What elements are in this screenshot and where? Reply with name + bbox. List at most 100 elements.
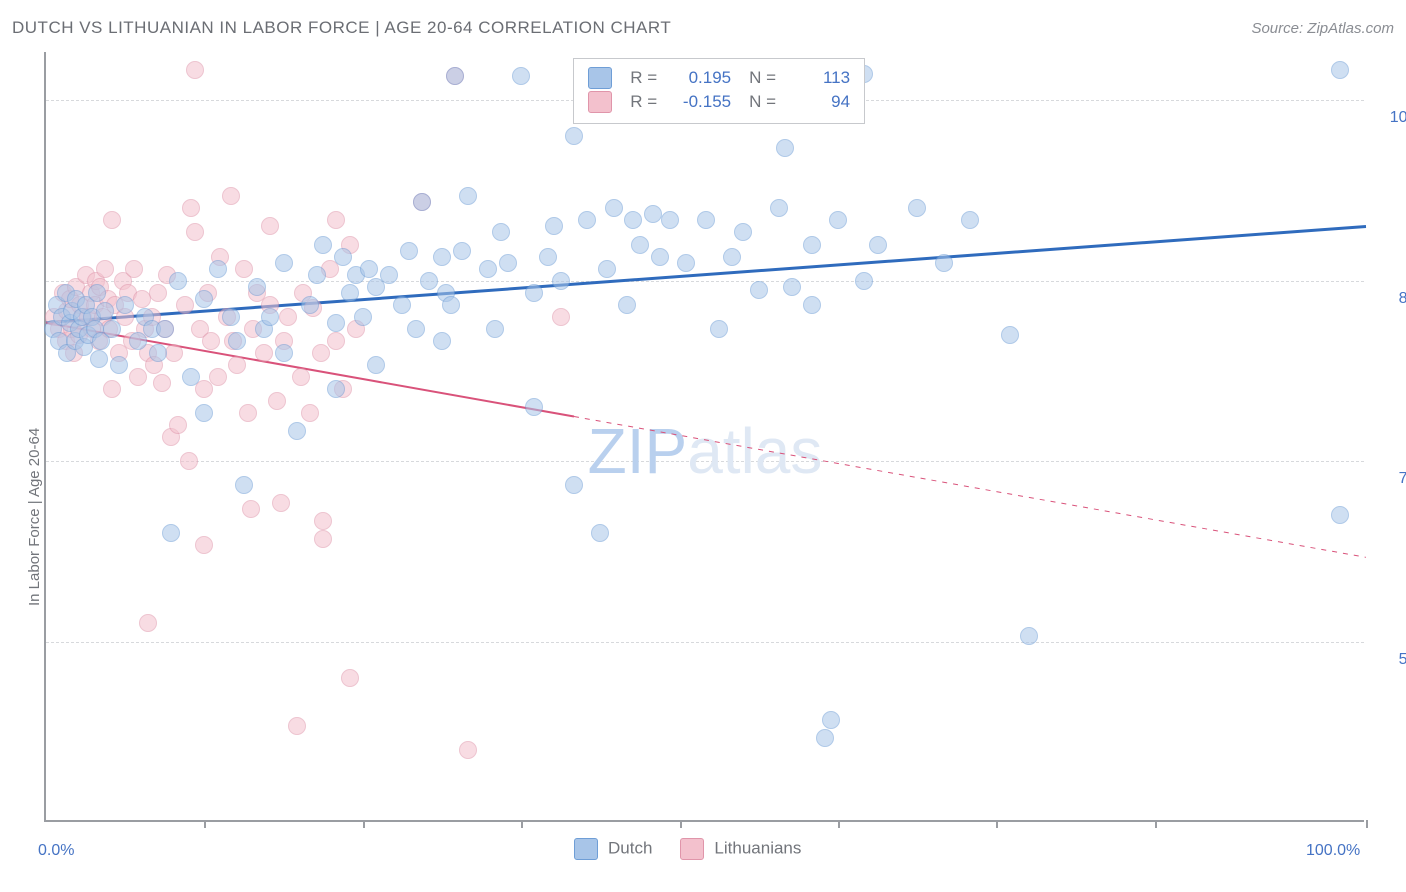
data-point [248,278,266,296]
data-point [268,392,286,410]
data-point [209,260,227,278]
data-point [288,422,306,440]
x-tick [204,820,206,828]
data-point [459,187,477,205]
data-point [723,248,741,266]
trend-layer [46,52,1364,820]
data-point [446,67,464,85]
data-point [242,500,260,518]
data-point [195,404,213,422]
data-point [360,260,378,278]
data-point [525,284,543,302]
x-tick [680,820,682,828]
plot-area: 55.0%70.0%85.0%100.0%ZIPatlasR =0.195N =… [44,52,1364,822]
data-point [228,332,246,350]
data-point [734,223,752,241]
data-point [822,711,840,729]
data-point [275,254,293,272]
data-point [149,284,167,302]
data-point [486,320,504,338]
data-point [829,211,847,229]
data-point [139,614,157,632]
x-axis-min-label: 0.0% [38,842,74,860]
data-point [677,254,695,272]
data-point [334,248,352,266]
x-tick [1155,820,1157,828]
legend-swatch [588,91,612,113]
legend-swatch [588,67,612,89]
data-point [327,332,345,350]
data-point [222,187,240,205]
data-point [90,350,108,368]
data-point [591,524,609,542]
data-point [803,296,821,314]
data-point [235,476,253,494]
data-point [341,669,359,687]
data-point [420,272,438,290]
data-point [327,211,345,229]
data-point [279,308,297,326]
data-point [605,199,623,217]
data-point [327,314,345,332]
x-tick [521,820,523,828]
data-point [195,536,213,554]
data-point [314,236,332,254]
data-point [578,211,596,229]
data-point [367,356,385,374]
data-point [239,404,257,422]
data-point [393,296,411,314]
data-point [162,524,180,542]
data-point [222,308,240,326]
data-point [272,494,290,512]
data-point [908,199,926,217]
data-point [103,320,121,338]
data-point [182,199,200,217]
data-point [228,356,246,374]
legend-item: Dutch [574,838,652,860]
data-point [354,308,372,326]
data-point [697,211,715,229]
data-point [433,332,451,350]
data-point [783,278,801,296]
data-point [552,308,570,326]
data-point [644,205,662,223]
data-point [552,272,570,290]
y-tick-label: 55.0% [1374,651,1406,669]
data-point [803,236,821,254]
data-point [292,368,310,386]
legend-item: Lithuanians [680,838,801,860]
data-point [261,308,279,326]
data-point [776,139,794,157]
data-point [661,211,679,229]
data-point [492,223,510,241]
data-point [180,452,198,470]
y-axis-title: In Labor Force | Age 20-64 [26,428,43,606]
data-point [710,320,728,338]
data-point [459,741,477,759]
data-point [453,242,471,260]
data-point [545,217,563,235]
data-point [499,254,517,272]
data-point [110,356,128,374]
data-point [869,236,887,254]
data-point [565,476,583,494]
data-point [149,344,167,362]
data-point [1331,506,1349,524]
y-tick-label: 70.0% [1374,470,1406,488]
data-point [400,242,418,260]
y-tick-label: 85.0% [1374,290,1406,308]
data-point [407,320,425,338]
data-point [961,211,979,229]
data-point [275,344,293,362]
data-point [186,223,204,241]
data-point [153,374,171,392]
data-point [235,260,253,278]
data-point [1020,627,1038,645]
data-point [935,254,953,272]
data-point [301,296,319,314]
data-point [750,281,768,299]
data-point [96,260,114,278]
data-point [169,416,187,434]
x-tick [363,820,365,828]
data-point [598,260,616,278]
